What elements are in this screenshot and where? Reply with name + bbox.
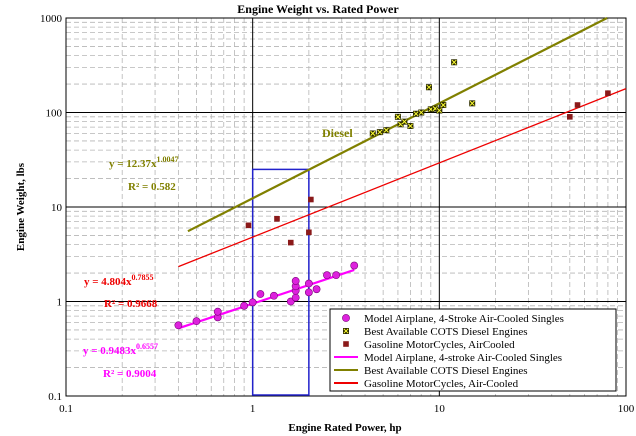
data-point (192, 317, 201, 326)
legend-marker (342, 314, 350, 322)
point-marker-x (395, 114, 401, 120)
data-point (291, 277, 300, 285)
legend-entry-label: Model Airplane, 4-Stroke Air-Cooled Sing… (364, 313, 564, 325)
data-point (256, 290, 265, 298)
data-point (213, 307, 222, 316)
data-point (291, 293, 300, 302)
y-tick-labels: 0.1 1 10 100 1000 (40, 13, 63, 403)
trend-lines (178, 17, 627, 330)
data-point (574, 102, 581, 108)
legend-entry-label: Best Available COTS Diesel Engines (364, 365, 528, 377)
trend-line (187, 17, 608, 233)
equation-labels: y = 0.9483x0.6557 R² = 0.9004 y = 12.37x1.… (83, 155, 179, 380)
x-tick-label: 0.1 (59, 403, 73, 415)
data-point (332, 271, 341, 280)
data-point (376, 129, 383, 136)
trend-line (178, 88, 627, 268)
point-marker-x (418, 109, 424, 116)
chart-title: Engine Weight vs. Rated Power (237, 2, 399, 16)
data-point (287, 239, 294, 246)
highlight-rectangle (251, 168, 310, 396)
legend-entry-label: Best Available COTS Diesel Engines (364, 326, 528, 338)
trend-equation: y = 4.804x0.7855 (84, 273, 154, 288)
data-point (605, 90, 611, 97)
point-marker-x (377, 129, 383, 135)
y-axis-label: Engine Weight, lbs (15, 162, 27, 251)
legend-marker (343, 341, 349, 347)
y-tick-label: 1 (57, 297, 63, 309)
legend: Model Airplane, 4-Stroke Air-Cooled Sing… (329, 308, 617, 392)
data-points (174, 59, 611, 330)
data-point (436, 107, 443, 114)
x-axis-label: Engine Rated Power, hp (288, 422, 401, 434)
data-point (567, 114, 573, 120)
point-marker-x (370, 130, 376, 137)
data-point (306, 229, 312, 236)
data-point (407, 122, 414, 129)
data-point (413, 110, 420, 117)
point-marker-x (401, 119, 407, 125)
data-point (394, 113, 401, 120)
data-point (350, 261, 359, 270)
x-tick-label: 10 (434, 403, 446, 415)
x-tick-label: 1 (250, 403, 256, 415)
plot-area-border (65, 17, 627, 397)
data-point (469, 100, 476, 107)
highlight-region (251, 168, 310, 396)
data-point (440, 102, 447, 109)
point-marker-x (469, 100, 475, 106)
data-point (240, 301, 249, 310)
data-point (369, 130, 376, 137)
trend-equation-exponent: 0.6557 (136, 342, 158, 351)
point-marker-x (383, 127, 389, 133)
y-tick-label: 0.1 (48, 391, 62, 403)
data-point (308, 196, 314, 203)
data-point (270, 291, 278, 300)
data-point (174, 321, 183, 330)
data-point (274, 216, 280, 222)
trend-equation-exponent: 0.7855 (132, 273, 154, 282)
trend-equation-base: y = 0.9483x (83, 345, 137, 357)
data-point (304, 288, 313, 297)
trend-r-squared: R² = 0.9668 (104, 298, 158, 310)
x-tick-label: 100 (618, 403, 635, 415)
y-tick-label: 1000 (40, 13, 63, 25)
point-marker-x (432, 106, 438, 112)
data-point (383, 127, 390, 134)
trend-equation: y = 12.37x1.0047 (109, 155, 179, 170)
data-point (248, 298, 257, 307)
data-point (418, 109, 425, 116)
legend-entry-label: Model Airplane, 4-stroke Air-Cooled Sing… (364, 352, 562, 364)
point-marker-x (413, 111, 419, 117)
trend-r-squared: R² = 0.9004 (103, 368, 157, 380)
trend-line (178, 268, 355, 330)
point-marker-x (426, 84, 432, 90)
point-marker-x (436, 107, 442, 114)
point-marker-x (407, 123, 413, 129)
data-point (323, 271, 331, 280)
point-marker-x (451, 59, 457, 65)
legend-entry-label: Gasoline MotorCycles, Air-Cooled (364, 378, 519, 390)
point-marker-x (440, 102, 446, 108)
data-point (425, 84, 432, 91)
legend-marker-x (343, 328, 349, 334)
data-point (245, 222, 252, 229)
data-point (451, 59, 458, 66)
legend-entry-label: Gasoline MotorCycles, AirCooled (364, 339, 515, 351)
trend-equation-base: y = 4.804x (84, 276, 132, 288)
x-tick-labels: 0.1 1 10 100 (59, 403, 635, 415)
trend-r-squared: R² = 0.582 (128, 181, 176, 193)
annotation-diesel: Diesel (322, 126, 353, 140)
data-point (304, 279, 313, 288)
trend-equation-base: y = 12.37x (109, 158, 157, 170)
trend-equation: y = 0.9483x0.6557 (83, 342, 158, 357)
data-point (401, 118, 408, 125)
y-tick-label: 10 (51, 202, 63, 214)
trend-equation-exponent: 1.0047 (157, 155, 179, 164)
data-point (312, 285, 321, 294)
legend-box (329, 308, 617, 392)
y-tick-label: 100 (46, 108, 63, 120)
